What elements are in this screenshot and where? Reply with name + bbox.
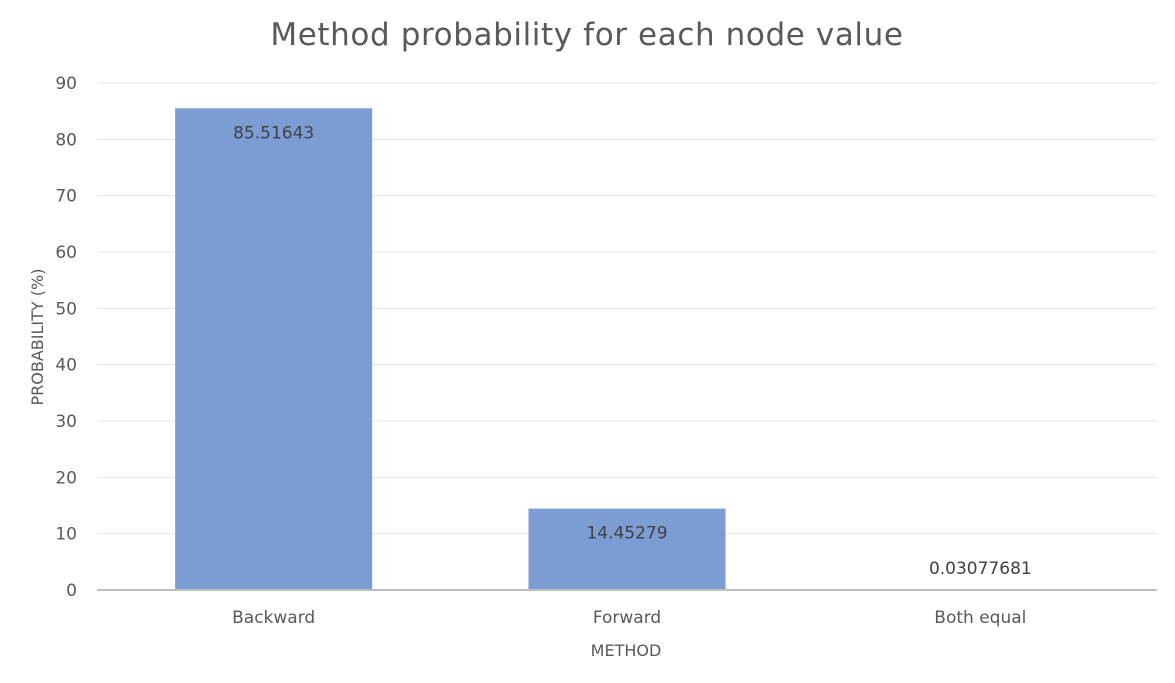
x-tick-label: Both equal: [934, 608, 1026, 628]
y-tick-label: 50: [55, 299, 77, 319]
x-tick-label: Backward: [232, 608, 315, 628]
y-tick-label: 20: [55, 468, 77, 488]
y-tick-label: 70: [55, 187, 77, 207]
data-label: 14.45279: [586, 524, 667, 544]
x-tick-label: Forward: [593, 608, 661, 628]
data-label: 85.51643: [233, 123, 314, 143]
y-axis-title: PROBABILITY (%): [28, 269, 47, 406]
chart-title: Method probability for each node value: [270, 17, 903, 53]
y-tick-label: 0: [66, 581, 77, 601]
y-axis-ticks: 0 10 20 30 40 50 60 70 80 90: [55, 74, 77, 601]
y-tick-label: 60: [55, 243, 77, 263]
y-tick-label: 90: [55, 74, 77, 94]
y-tick-label: 10: [55, 525, 77, 545]
y-tick-label: 30: [55, 412, 77, 432]
x-axis-ticks: Backward Forward Both equal: [232, 608, 1026, 628]
bars: [175, 108, 1079, 590]
y-tick-label: 40: [55, 356, 77, 376]
bar: [175, 108, 373, 590]
bar: [528, 508, 726, 590]
data-labels: 85.51643 14.45279 0.03077681: [233, 123, 1032, 579]
data-label: 0.03077681: [929, 559, 1032, 579]
y-tick-label: 80: [55, 130, 77, 150]
x-axis-title: METHOD: [591, 641, 662, 660]
